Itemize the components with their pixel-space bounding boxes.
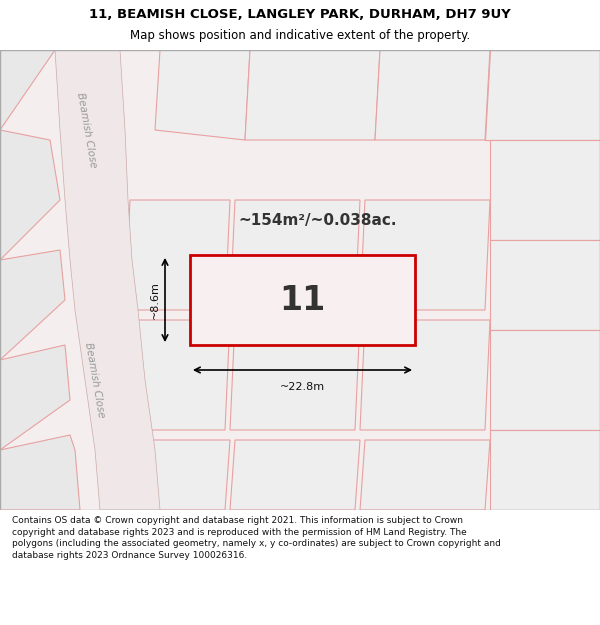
Polygon shape bbox=[245, 50, 380, 140]
Polygon shape bbox=[125, 440, 230, 510]
Polygon shape bbox=[485, 50, 600, 140]
Polygon shape bbox=[360, 320, 490, 430]
Text: ~8.6m: ~8.6m bbox=[150, 281, 160, 319]
Polygon shape bbox=[125, 200, 230, 310]
Polygon shape bbox=[360, 200, 490, 310]
Text: Contains OS data © Crown copyright and database right 2021. This information is : Contains OS data © Crown copyright and d… bbox=[12, 516, 501, 560]
Text: ~154m²/~0.038ac.: ~154m²/~0.038ac. bbox=[238, 213, 397, 228]
Polygon shape bbox=[0, 130, 60, 260]
Polygon shape bbox=[490, 140, 600, 240]
Text: Beamish Close: Beamish Close bbox=[83, 341, 107, 419]
Polygon shape bbox=[360, 440, 490, 510]
Text: Map shows position and indicative extent of the property.: Map shows position and indicative extent… bbox=[130, 29, 470, 42]
Polygon shape bbox=[0, 50, 55, 130]
Polygon shape bbox=[125, 320, 230, 430]
Polygon shape bbox=[230, 320, 360, 430]
Polygon shape bbox=[490, 330, 600, 430]
Polygon shape bbox=[375, 50, 490, 140]
Polygon shape bbox=[155, 50, 250, 140]
Polygon shape bbox=[490, 430, 600, 510]
Polygon shape bbox=[55, 50, 160, 510]
Polygon shape bbox=[230, 440, 360, 510]
Bar bbox=[190, 255, 415, 345]
Text: Beamish Close: Beamish Close bbox=[76, 91, 98, 169]
Polygon shape bbox=[0, 250, 65, 360]
Polygon shape bbox=[0, 345, 70, 450]
Text: ~22.8m: ~22.8m bbox=[280, 382, 325, 392]
Polygon shape bbox=[230, 200, 360, 310]
Polygon shape bbox=[0, 435, 80, 510]
Text: 11, BEAMISH CLOSE, LANGLEY PARK, DURHAM, DH7 9UY: 11, BEAMISH CLOSE, LANGLEY PARK, DURHAM,… bbox=[89, 8, 511, 21]
Polygon shape bbox=[490, 240, 600, 330]
Text: 11: 11 bbox=[280, 284, 326, 316]
